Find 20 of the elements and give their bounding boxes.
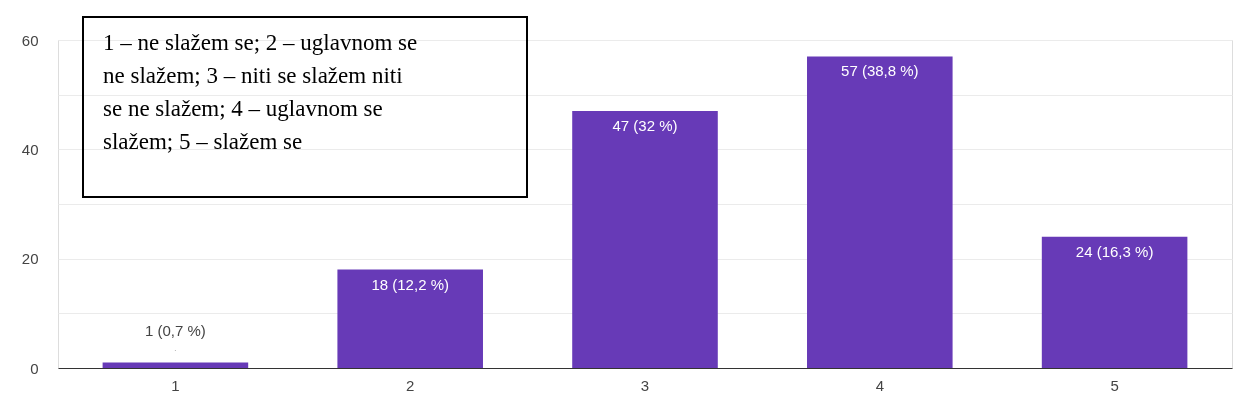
y-tick-label: 20: [21, 250, 39, 268]
y-tick-label: 60: [21, 31, 39, 49]
bar: [807, 56, 953, 368]
y-tick-label: 40: [21, 140, 39, 158]
x-tick-label: 2: [406, 376, 415, 394]
data-label: 57 (38,8 %): [841, 62, 919, 80]
x-tick-label: 4: [875, 376, 884, 394]
data-label: 18 (12,2 %): [371, 275, 449, 293]
x-tick-label: 5: [1110, 376, 1119, 394]
bar: [102, 362, 249, 368]
data-label: 1 (0,7 %): [144, 321, 206, 339]
annotation: 1 – ne slažem se; 2 – uglavnom se ne slažem; 3 – niti se slažem niti se ne slažem; 4 – uglavnom se slažem; 5 – slažem se: [103, 30, 418, 154]
bar: [572, 111, 718, 368]
bar: [337, 269, 483, 368]
data-label: 24 (16,3 %): [1075, 242, 1154, 260]
data-label: 47 (32 %): [612, 117, 678, 135]
x-tick-label: 3: [640, 376, 650, 394]
bar: [1041, 236, 1188, 368]
x-tick-label: 1: [171, 376, 180, 394]
y-tick-label: 0: [30, 359, 39, 377]
